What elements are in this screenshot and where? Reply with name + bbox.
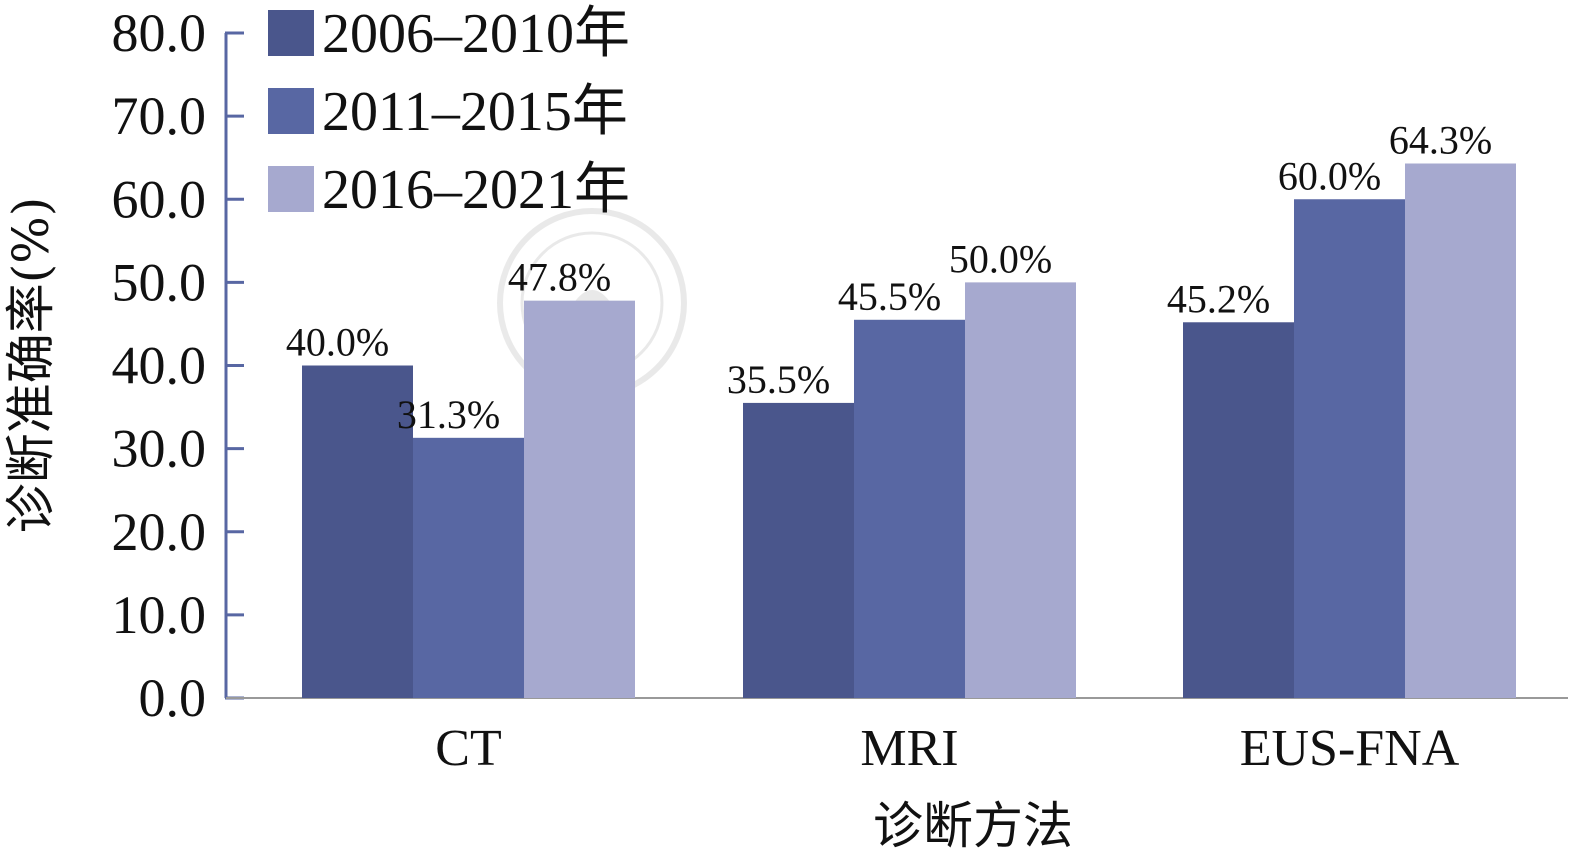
data-label: 60.0% xyxy=(1278,153,1381,198)
bar xyxy=(965,282,1076,698)
y-axis: 0.0 10.0 20.0 30.0 40.0 50.0 60.0 70.0 80.0 xyxy=(112,3,244,728)
y-tick-label: 60.0 xyxy=(112,169,207,229)
y-axis-title: 诊断准确率(%) xyxy=(2,197,60,534)
data-label: 50.0% xyxy=(949,236,1052,281)
legend-swatch xyxy=(268,166,314,212)
legend-label: 2016–2021年 xyxy=(322,159,630,221)
x-axis-title: 诊断方法 xyxy=(873,797,1073,855)
legend-swatch xyxy=(268,88,314,134)
legend-label: 2006–2010年 xyxy=(322,3,630,65)
bar xyxy=(413,437,524,698)
data-label: 35.5% xyxy=(727,357,830,402)
x-axis: CT MRI EUS-FNA xyxy=(226,697,1568,777)
category-label: MRI xyxy=(860,720,958,777)
y-tick-label: 70.0 xyxy=(112,86,207,146)
legend-label: 2011–2015年 xyxy=(322,81,628,143)
data-label: 40.0% xyxy=(286,320,389,365)
legend-swatch xyxy=(268,10,314,56)
y-tick-label: 20.0 xyxy=(112,502,207,562)
data-label: 45.2% xyxy=(1167,276,1270,321)
y-tick-label: 30.0 xyxy=(112,419,207,479)
y-tick-label: 40.0 xyxy=(112,336,207,396)
data-label: 47.8% xyxy=(508,255,611,300)
bar xyxy=(302,365,413,698)
bar xyxy=(1294,199,1405,698)
bar xyxy=(1405,163,1516,699)
y-tick-label: 0.0 xyxy=(139,668,207,728)
bars xyxy=(302,163,1516,699)
data-label: 31.3% xyxy=(397,392,500,437)
bar xyxy=(524,300,635,698)
category-label: CT xyxy=(435,720,501,777)
data-labels: 40.0%31.3% 47.8% 35.5%45.5%50.0% 45.2% 60.0%… xyxy=(286,118,1492,437)
category-label: EUS-FNA xyxy=(1240,720,1460,777)
y-tick-label: 10.0 xyxy=(112,585,207,645)
y-tick-label: 80.0 xyxy=(112,3,207,63)
data-label: 64.3% xyxy=(1389,118,1492,163)
legend: 2006–2010年 2011–2015年 2016–2021年 xyxy=(268,3,630,221)
data-label: 45.5% xyxy=(838,274,941,319)
y-tick-label: 50.0 xyxy=(112,252,207,312)
bar xyxy=(1183,322,1294,698)
bar xyxy=(743,402,854,698)
bar xyxy=(854,319,965,698)
